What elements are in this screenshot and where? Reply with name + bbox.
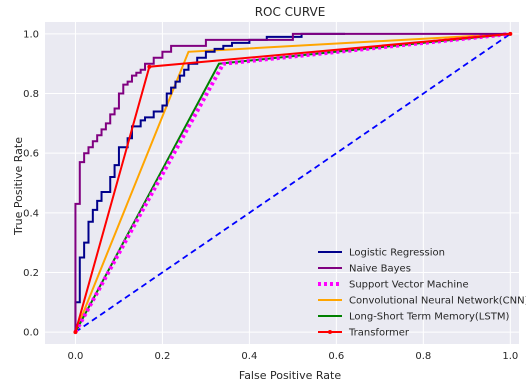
legend-label: Naive Bayes [349,264,411,275]
series-line-long-short-term-memory-lstm [74,32,511,333]
series-line-naive-bayes [74,32,511,333]
series-line-convolutional-neural-network-cnn [74,32,511,333]
legend-label: Transformer [348,328,410,339]
series-point-transformer [147,64,152,69]
y-ticks: 0.0 0.2 0.4 0.6 0.8 1.0 [23,29,39,338]
x-ticks: 0.0 0.2 0.4 0.6 0.8 1.0 [67,351,518,362]
y-tick-label: 0.4 [23,208,39,219]
x-axis-label: False Positive Rate [239,369,341,382]
legend-label: Convolutional Neural Network(CNN) [349,296,526,307]
legend-marker [328,330,332,334]
y-tick-label: 0.2 [23,268,39,279]
series-line-chance [74,33,511,333]
x-tick-label: 0.6 [328,351,344,362]
chart-title: ROC CURVE [255,5,326,19]
legend-label: Logistic Regression [349,248,445,259]
x-tick-label: 0.0 [67,351,83,362]
series-point-transformer [508,31,513,36]
plot-area [45,22,519,344]
y-tick-label: 1.0 [23,29,39,40]
legend: Logistic Regression Naive Bayes Support Ve… [318,248,526,339]
y-tick-label: 0.0 [23,328,39,339]
legend-label: Long-Short Term Memory(LSTM) [349,312,509,323]
series-line-logistic-regression [74,32,346,333]
x-tick-label: 0.2 [154,351,170,362]
x-tick-label: 0.4 [241,351,257,362]
y-tick-label: 0.8 [23,89,39,100]
x-tick-label: 1.0 [502,351,518,362]
y-tick-label: 0.6 [23,149,39,160]
y-axis-label: True Positive Rate [12,137,25,236]
x-tick-label: 0.8 [415,351,431,362]
series-point-transformer [73,330,78,335]
series-layer [73,31,513,335]
series-line-support-vector-machine [73,31,511,334]
legend-label: Support Vector Machine [349,280,469,291]
